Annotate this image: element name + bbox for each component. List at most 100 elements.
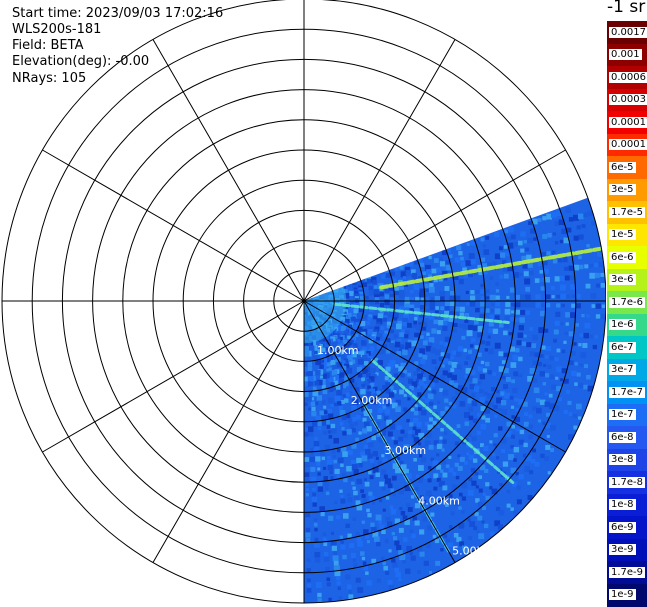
beta-cell <box>314 446 320 452</box>
beta-cell <box>504 392 510 399</box>
beta-cell <box>323 405 327 409</box>
beta-cell <box>370 367 376 373</box>
beta-cell <box>395 406 401 413</box>
beta-cell <box>484 408 490 414</box>
instrument-label: WLS200s-181 <box>12 22 102 37</box>
beta-cell <box>352 558 357 563</box>
beta-cell <box>418 258 423 264</box>
beta-cell <box>316 395 323 401</box>
beta-cell <box>428 417 434 422</box>
beta-cell <box>433 319 438 325</box>
beta-cell <box>344 318 350 324</box>
beta-cell <box>326 339 332 345</box>
beta-cell <box>358 463 363 468</box>
beta-cell <box>419 313 424 318</box>
beta-cell <box>487 335 491 339</box>
beta-cell <box>439 341 443 345</box>
beta-cell <box>363 410 369 417</box>
beta-cell <box>323 542 328 547</box>
beta-cell <box>428 255 432 260</box>
beta-cell <box>374 300 380 305</box>
beta-cell <box>489 276 494 280</box>
beta-cell <box>379 302 385 308</box>
beta-cell <box>332 555 339 562</box>
beta-cell <box>327 464 334 471</box>
beta-cell <box>520 248 525 253</box>
colorbar-label: 1.7e-9 <box>609 566 646 578</box>
beta-cell <box>398 436 404 442</box>
colorbar-swatch: 3e-7 <box>607 358 647 382</box>
colorbar-swatch: 6e-5 <box>607 156 647 179</box>
beta-cell <box>376 318 383 325</box>
beta-cell <box>418 321 422 326</box>
colorbar-units: -1 sr <box>607 0 646 17</box>
beta-cell <box>424 440 431 447</box>
beta-cell <box>349 476 354 481</box>
beta-cell <box>539 371 545 377</box>
beta-cell <box>335 346 339 350</box>
beta-cell <box>513 458 517 462</box>
beta-cell <box>347 418 353 424</box>
beta-cell <box>408 261 414 267</box>
beta-cell <box>383 308 390 314</box>
beta-cell <box>400 464 407 470</box>
beta-cell <box>382 561 386 566</box>
beta-cell <box>430 512 435 517</box>
beta-cell <box>473 386 480 392</box>
beta-cell <box>343 381 349 387</box>
beta-cell <box>477 515 483 521</box>
beta-cell <box>488 348 495 355</box>
beta-cell <box>444 431 448 435</box>
beta-cell <box>525 310 530 315</box>
colorbar-label: 0.0001 <box>609 139 647 151</box>
beta-cell <box>556 386 562 392</box>
beta-cell <box>583 212 588 218</box>
beta-cell <box>433 473 439 479</box>
beta-cell <box>441 364 445 368</box>
beta-cell <box>404 303 411 310</box>
beta-cell <box>323 410 328 415</box>
beta-cell <box>547 232 552 238</box>
beta-cell <box>485 400 489 404</box>
beta-cell <box>382 385 388 390</box>
beta-cell <box>550 285 555 290</box>
beta-feature-streak <box>332 302 510 324</box>
beta-cell <box>515 302 521 308</box>
beta-cell <box>450 301 455 307</box>
beta-cell <box>468 318 475 325</box>
beta-cell <box>539 399 546 405</box>
beta-cell <box>382 317 387 322</box>
beta-cell <box>327 413 334 419</box>
beta-cell <box>361 556 366 561</box>
beta-cell <box>376 433 381 437</box>
beta-cell <box>497 524 504 530</box>
beta-cell <box>307 583 311 588</box>
beta-cell <box>316 462 321 466</box>
beta-cell <box>394 567 399 573</box>
beta-cell <box>387 363 394 370</box>
beta-cell <box>438 277 443 282</box>
beta-cell <box>472 378 478 384</box>
beta-cell <box>480 308 485 313</box>
beta-cell <box>409 304 415 309</box>
beta-cell <box>542 234 548 239</box>
beta-cell <box>485 495 490 501</box>
beta-cell <box>484 361 490 367</box>
beta-cell <box>417 570 422 574</box>
beta-cell <box>489 440 493 444</box>
beta-cell <box>433 258 439 263</box>
beta-cell <box>331 370 338 376</box>
beta-cell <box>522 263 528 269</box>
beta-cell <box>355 577 361 583</box>
beta-cell <box>447 249 452 253</box>
beta-cell <box>500 448 505 453</box>
beta-cell <box>377 407 384 413</box>
beta-cell <box>385 517 391 522</box>
beta-cell <box>412 516 418 521</box>
beta-cell <box>468 406 474 412</box>
beta-cell <box>559 239 564 244</box>
beta-cell <box>336 362 343 368</box>
beta-cell <box>368 491 373 496</box>
beta-cell <box>445 503 449 507</box>
beta-cell <box>504 315 510 322</box>
